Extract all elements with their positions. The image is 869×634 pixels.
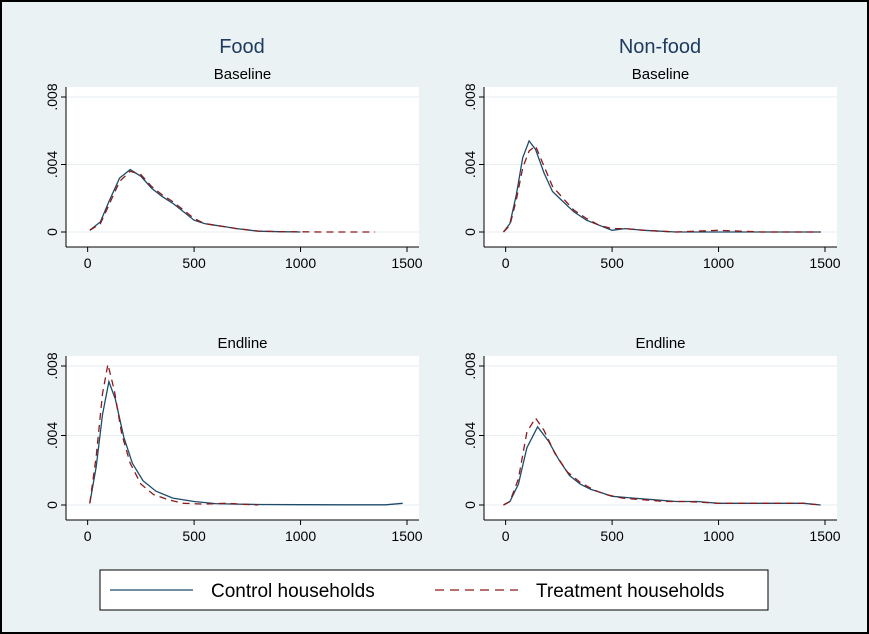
column-title-food: Food: [219, 36, 265, 58]
x-tick-label: 1500: [391, 528, 422, 544]
y-tick-label: .008: [44, 83, 60, 110]
y-tick-label: 0: [462, 501, 478, 509]
series-line-treatment: [89, 170, 376, 233]
panel-subtitle: Baseline: [214, 66, 272, 83]
plot-area: [66, 87, 419, 247]
series-line-treatment: [89, 364, 259, 506]
x-tick-label: 0: [502, 255, 510, 271]
y-tick-label: .004: [44, 151, 60, 178]
chart-panel-food-baseline: Baseline 0 .004 .008 0 500 1000 1500: [44, 66, 423, 271]
y-tick-label: .008: [44, 352, 60, 379]
x-tick-label: 0: [84, 528, 92, 544]
panel-subtitle: Endline: [217, 335, 267, 352]
x-tick-label: 500: [182, 255, 206, 271]
x-tick-label: 0: [84, 255, 92, 271]
y-tick-label: 0: [462, 228, 478, 236]
x-tick-label: 1000: [703, 255, 734, 271]
y-tick-label: .004: [462, 422, 478, 449]
y-tick-label: .004: [462, 151, 478, 178]
series-line-treatment: [503, 416, 821, 506]
plot-area: [484, 87, 837, 247]
x-tick-label: 0: [502, 528, 510, 544]
column-title-nonfood: Non-food: [619, 36, 701, 58]
legend-label-treatment: Treatment households: [536, 581, 724, 602]
y-tick-label: .008: [462, 83, 478, 110]
x-tick-label: 1000: [285, 528, 316, 544]
chart-panel-food-endline: Endline 0 .004 .008 0 500 1000 1500: [44, 335, 423, 544]
y-tick-label: 0: [44, 501, 60, 509]
x-tick-label: 1500: [391, 255, 422, 271]
chart-panel-non-food-endline: Endline 0 .004 .008 0 500 1000 1500: [462, 335, 841, 544]
x-tick-label: 1500: [809, 528, 840, 544]
x-tick-label: 1000: [285, 255, 316, 271]
x-tick-label: 1500: [809, 255, 840, 271]
series-line-treatment: [503, 144, 821, 233]
legend-box: [99, 569, 769, 611]
y-tick-label: 0: [44, 228, 60, 236]
series-line-control: [89, 168, 301, 233]
panel-subtitle: Endline: [635, 335, 685, 352]
panel-subtitle: Baseline: [632, 66, 690, 83]
x-tick-label: 500: [600, 255, 624, 271]
series-line-control: [89, 379, 403, 506]
x-tick-label: 1000: [703, 528, 734, 544]
plot-area: [66, 356, 419, 520]
legend-label-control: Control households: [211, 581, 375, 602]
x-tick-label: 500: [600, 528, 624, 544]
chart-panel-non-food-baseline: Baseline 0 .004 .008 0 500 1000 1500: [462, 66, 841, 271]
y-tick-label: .004: [44, 422, 60, 449]
y-tick-label: .008: [462, 352, 478, 379]
plot-area: [484, 356, 837, 520]
legend: Control households Treatment households: [99, 569, 769, 611]
x-tick-label: 500: [182, 528, 206, 544]
